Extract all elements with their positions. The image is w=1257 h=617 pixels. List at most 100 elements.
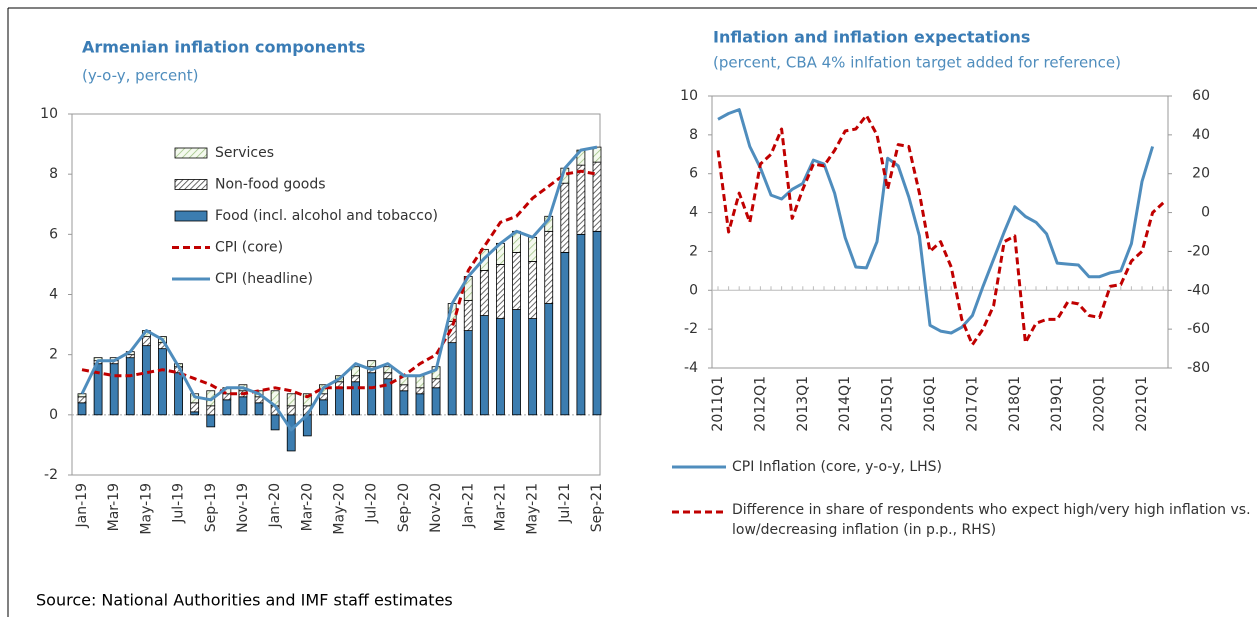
x-tick-label: 2014Q1: [837, 376, 853, 432]
bar-segment: [367, 360, 377, 368]
y2-tick-label: -40: [1187, 282, 1210, 298]
legend-swatch: [174, 210, 208, 222]
bar-segment: [560, 251, 570, 416]
bar-segment: [415, 387, 425, 395]
y-tick-label: 10: [40, 106, 58, 122]
bar-segment: [576, 164, 586, 235]
bar-segment: [528, 318, 538, 416]
bar-segment: [560, 182, 570, 253]
y-tick-label: -4: [684, 360, 698, 376]
chart-title: Inflation and inflation expectations: [713, 28, 1030, 47]
line: [716, 113, 1165, 347]
legend-label: Services: [215, 145, 274, 161]
legend-label: Difference in share of respondents who e…: [732, 502, 1251, 538]
bar-segment: [286, 405, 296, 416]
bar-segment: [238, 396, 248, 416]
chart-title: Armenian inflation components: [82, 38, 365, 57]
x-tick-label: Mar-21: [492, 483, 508, 531]
x-tick-label: Jul-21: [557, 483, 573, 524]
x-tick-label: Jul-19: [171, 483, 187, 524]
bar-segment: [319, 399, 328, 416]
bar-segment: [431, 378, 441, 389]
x-tick-label: Sep-21: [589, 483, 605, 532]
bar-segment: [206, 405, 216, 416]
bar-segment: [479, 270, 489, 316]
y-tick-label: -2: [44, 467, 58, 483]
bar-segment: [109, 363, 119, 416]
bar-segment: [496, 264, 505, 319]
x-tick-label: 2012Q1: [752, 376, 768, 432]
bar-segment: [479, 315, 489, 416]
y-tick-label: 6: [689, 166, 698, 182]
x-tick-label: May-21: [525, 483, 541, 535]
x-tick-label: Sep-19: [203, 483, 219, 532]
bar-segment: [125, 357, 135, 416]
chart-subtitle: (percent, CBA 4% inlfation target added …: [713, 54, 1121, 72]
bar-segment: [206, 414, 216, 428]
y-tick-label: 2: [689, 243, 698, 259]
bar-segment: [141, 336, 151, 347]
bar-segment: [463, 330, 473, 416]
bar-segment: [576, 233, 586, 416]
bar-segment: [302, 393, 312, 407]
bar-segment: [528, 236, 538, 262]
bar-segment: [528, 261, 538, 319]
x-tick-label: Jan-21: [460, 483, 476, 528]
legend-swatch: [174, 147, 208, 159]
y-tick-label: 4: [49, 287, 58, 303]
x-tick-label: 2018Q1: [1007, 376, 1023, 432]
line: [80, 145, 598, 432]
bar-segment: [367, 372, 377, 416]
line: [81, 169, 598, 399]
line: [717, 108, 1155, 335]
bar-segment: [77, 396, 87, 404]
x-tick-label: Mar-20: [299, 483, 315, 531]
bar-segment: [544, 230, 554, 304]
bar-segment: [141, 345, 151, 416]
x-tick-label: 2021Q1: [1134, 376, 1150, 432]
y2-tick-label: -80: [1187, 360, 1210, 376]
x-tick-label: Nov-20: [428, 483, 444, 533]
y2-tick-label: -60: [1187, 321, 1210, 337]
bar-segment: [592, 230, 602, 416]
x-tick-label: May-19: [138, 483, 154, 535]
bar-segment: [496, 318, 505, 416]
x-tick-label: Nov-19: [235, 483, 251, 533]
bar-segment: [270, 414, 280, 431]
bar-segment: [286, 414, 296, 452]
bar-segment: [431, 387, 441, 416]
x-tick-label: Jan-20: [267, 483, 283, 528]
x-tick-label: 2020Q1: [1092, 376, 1108, 432]
x-tick-label: 2015Q1: [880, 376, 896, 432]
bar-segment: [77, 402, 87, 416]
bar-segment: [335, 387, 344, 416]
y-tick-label: 8: [49, 166, 58, 182]
x-tick-label: 2013Q1: [795, 376, 811, 432]
x-tick-label: 2016Q1: [922, 376, 938, 432]
y-tick-label: 0: [689, 282, 698, 298]
y2-tick-label: 60: [1192, 88, 1210, 104]
bar-segment: [415, 393, 425, 416]
legend-swatch: [174, 179, 208, 190]
plot-frame: [711, 95, 1169, 369]
bar-segment: [286, 393, 296, 407]
y2-tick-label: 0: [1201, 205, 1210, 221]
bar-segment: [351, 375, 360, 383]
bar-segment: [222, 399, 232, 416]
x-tick-label: 2019Q1: [1049, 376, 1065, 432]
legend: Difference in share of respondents who e…: [732, 500, 1252, 540]
y-tick-label: 2: [49, 347, 58, 363]
bar-segment: [592, 146, 602, 163]
bar-segment: [125, 354, 135, 359]
bar-segment: [383, 372, 393, 380]
bar-segment: [222, 393, 232, 401]
x-tick-label: Jan-19: [74, 483, 90, 528]
bar-segment: [544, 303, 554, 416]
y-tick-label: 10: [680, 88, 698, 104]
x-tick-label: Sep-20: [396, 483, 412, 532]
legend-label: Food (incl. alcohol and tobacco): [215, 208, 438, 224]
legend-label: CPI (headline): [215, 271, 313, 287]
bar-segment: [512, 309, 521, 416]
